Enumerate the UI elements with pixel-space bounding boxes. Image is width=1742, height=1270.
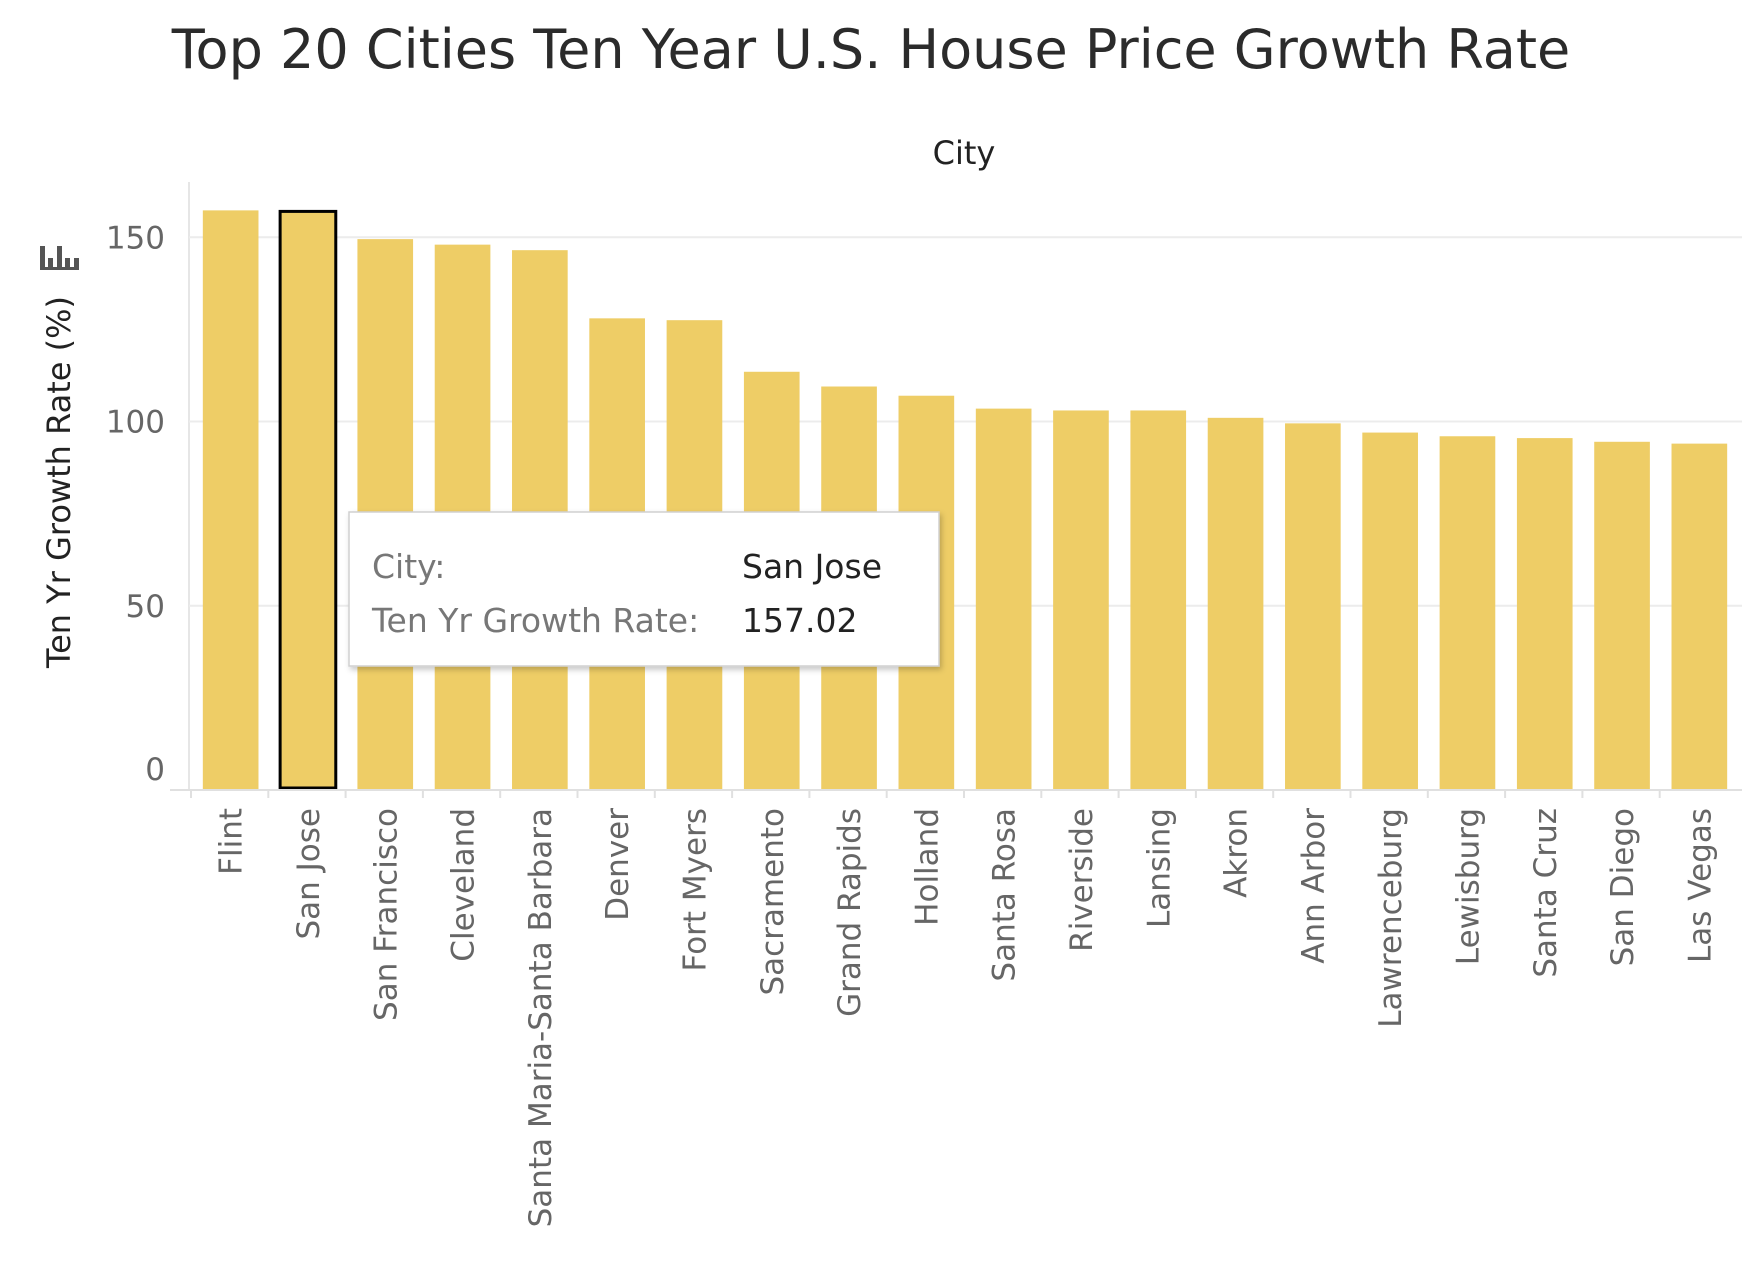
- x-tick-label: Santa Cruz: [1528, 808, 1564, 978]
- column-header: City: [933, 134, 996, 172]
- y-tick-label: 0: [145, 752, 165, 788]
- tooltip-rate-label: Ten Yr Growth Rate:: [371, 601, 699, 640]
- x-tick-label: Riverside: [1064, 808, 1100, 952]
- tooltip-city-value: San Jose: [742, 547, 882, 586]
- x-tick-label: Lewisburg: [1450, 808, 1486, 965]
- y-tick-label: 100: [106, 405, 165, 441]
- y-tick-label: 150: [106, 220, 165, 256]
- x-tick-label: Sacramento: [755, 808, 791, 996]
- bar-highlighted[interactable]: [278, 209, 338, 790]
- bar[interactable]: [202, 210, 259, 790]
- bars: [202, 209, 1728, 791]
- bar[interactable]: [1130, 410, 1187, 790]
- x-tick-label: Denver: [600, 808, 636, 921]
- x-tick-label: Ann Arbor: [1296, 808, 1332, 964]
- tooltip-rate-value: 157.02: [742, 601, 857, 640]
- x-tick-label: Grand Rapids: [832, 808, 868, 1017]
- x-tick-label: Holland: [909, 808, 945, 926]
- plot-area: 0 50 100 150 Flint San Jose San Francisco Clev…: [106, 182, 1742, 1227]
- x-axis-labels: Flint San Jose San Francisco Cleveland Santa…: [214, 808, 1719, 1228]
- x-tick-label: Akron: [1219, 808, 1255, 898]
- bar[interactable]: [1594, 441, 1650, 790]
- x-tick-label: San Diego: [1605, 808, 1641, 966]
- x-tick-label: Santa Maria-Santa Barbara: [523, 808, 559, 1227]
- x-tick-label: Las Vegas: [1682, 808, 1718, 963]
- tooltip-city-label: City:: [372, 547, 445, 586]
- x-tick-label: San Francisco: [368, 808, 404, 1021]
- x-tick-label: Lansing: [1141, 808, 1177, 928]
- bar[interactable]: [1439, 436, 1496, 790]
- x-axis-ticks: [190, 790, 1661, 798]
- y-tick-label: 50: [126, 589, 165, 625]
- bar[interactable]: [1053, 410, 1109, 790]
- y-axis-ticks: 0 50 100 150: [106, 220, 165, 788]
- bar[interactable]: [1362, 432, 1418, 790]
- y-axis-title: Ten Yr Growth Rate (%): [40, 296, 78, 669]
- x-tick-label: Cleveland: [446, 808, 482, 962]
- bar[interactable]: [1285, 423, 1341, 790]
- x-tick-label: Santa Rosa: [987, 808, 1023, 982]
- bar-chart-sort-icon[interactable]: [40, 246, 79, 270]
- bar[interactable]: [1207, 417, 1264, 790]
- x-tick-label: San Jose: [291, 808, 327, 940]
- bar[interactable]: [1671, 443, 1728, 790]
- bar[interactable]: [975, 408, 1032, 790]
- x-tick-label: Flint: [214, 808, 250, 875]
- x-tick-label: Fort Myers: [677, 808, 713, 972]
- x-tick-label: Lawrenceburg: [1373, 808, 1409, 1028]
- bar[interactable]: [1516, 438, 1573, 790]
- tooltip: City: San Jose Ten Yr Growth Rate: 157.0…: [348, 511, 940, 667]
- chart-title: Top 20 Cities Ten Year U.S. House Price …: [171, 18, 1571, 81]
